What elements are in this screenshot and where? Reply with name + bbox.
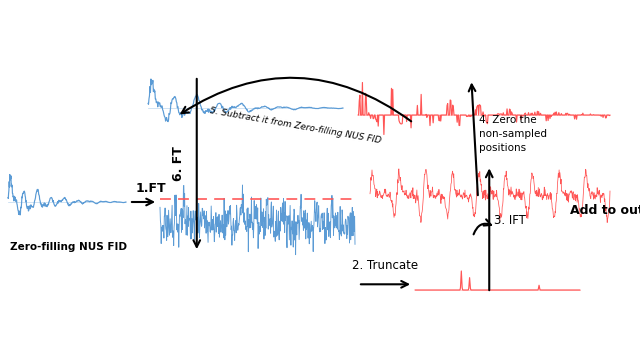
Text: 4. Zero the
non-sampled
positions: 4. Zero the non-sampled positions: [479, 115, 547, 153]
Text: 3. IFT: 3. IFT: [494, 214, 526, 227]
Text: 2. Truncate: 2. Truncate: [352, 259, 418, 272]
Text: 5. Subtract it from Zero-filling NUS FID: 5. Subtract it from Zero-filling NUS FID: [209, 106, 382, 145]
Text: 6. FT: 6. FT: [172, 147, 185, 181]
Text: Zero-filling NUS FID: Zero-filling NUS FID: [10, 241, 127, 252]
Text: 1.FT: 1.FT: [136, 182, 166, 195]
Text: Add to output: Add to output: [570, 204, 640, 217]
